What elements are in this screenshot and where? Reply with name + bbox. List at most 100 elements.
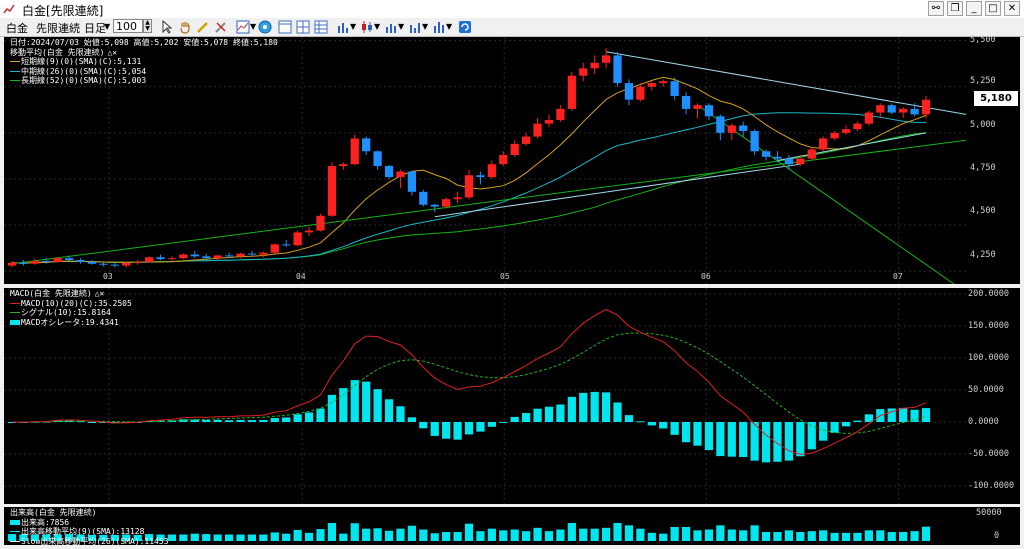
macd-osc-bar bbox=[499, 421, 508, 423]
macd-osc-bar bbox=[784, 422, 794, 461]
macd-axis[interactable]: 200.0000 150.0000 100.0000 50.0000 0.000… bbox=[966, 288, 1020, 504]
indicator-chart-dropdown-icon[interactable]: ▼ bbox=[398, 22, 405, 31]
macd-osc-bar bbox=[407, 417, 416, 422]
volume-bar bbox=[476, 531, 485, 541]
candle-body bbox=[419, 191, 428, 205]
macd-osc-bar bbox=[373, 389, 382, 422]
candle-body bbox=[304, 230, 314, 233]
oscillator-chart-icon[interactable] bbox=[432, 20, 446, 34]
volume-bar bbox=[87, 534, 97, 541]
macd-osc-bar bbox=[693, 422, 702, 446]
legend-collapse-icon[interactable]: △✕ bbox=[107, 47, 118, 57]
close-button[interactable]: ✕ bbox=[1004, 1, 1020, 16]
candle-body bbox=[282, 244, 291, 246]
candle-body bbox=[510, 143, 519, 155]
macd-osc-bar bbox=[533, 408, 542, 422]
macd-osc-bar bbox=[224, 420, 234, 422]
macd-osc-bar bbox=[293, 414, 302, 422]
oscillator-chart-dropdown-icon[interactable]: ▼ bbox=[446, 22, 453, 31]
x-axis-label: 05 bbox=[500, 272, 510, 281]
volume-axis[interactable]: 50000 0 bbox=[966, 507, 1020, 545]
cursor-icon[interactable] bbox=[160, 20, 174, 34]
link-icon[interactable]: ⚯ bbox=[928, 1, 944, 16]
macd-osc-bar bbox=[316, 408, 325, 422]
minimize-button[interactable]: _ bbox=[966, 1, 982, 16]
globe-icon[interactable] bbox=[258, 20, 272, 34]
trendline-down bbox=[697, 104, 955, 284]
candle-body bbox=[373, 151, 382, 167]
volume-bar bbox=[487, 528, 496, 541]
macd-osc-bar bbox=[350, 380, 359, 422]
price-panel[interactable]: 日付:2024/07/03 始値:5,098 高値:5,202 安値:5,078… bbox=[4, 37, 966, 284]
new-chart-icon[interactable] bbox=[278, 20, 292, 34]
signal-line bbox=[11, 332, 927, 434]
hand-icon[interactable] bbox=[178, 20, 192, 34]
refresh-icon[interactable] bbox=[458, 20, 472, 34]
candle-body bbox=[681, 95, 691, 109]
contract-selector[interactable]: 先限連続 bbox=[36, 22, 80, 35]
bar-count-spinner[interactable]: ▲ ▼ bbox=[143, 19, 152, 33]
candle-body bbox=[750, 131, 759, 152]
macd-osc-bar bbox=[819, 422, 828, 441]
volume-bar bbox=[739, 530, 748, 541]
volume-chart-dropdown-icon[interactable]: ▼ bbox=[422, 22, 429, 31]
bar-chart-dropdown-icon[interactable]: ▼ bbox=[350, 22, 357, 31]
volume-bar bbox=[236, 534, 245, 541]
candle-body bbox=[887, 105, 896, 113]
grid-icon[interactable] bbox=[296, 20, 310, 34]
volume-chart-icon[interactable] bbox=[408, 20, 422, 34]
chart-window-icon[interactable] bbox=[236, 20, 250, 34]
candle-body bbox=[87, 261, 97, 264]
candle-chart-dropdown-icon[interactable]: ▼ bbox=[374, 22, 381, 31]
macd-osc-bar bbox=[887, 408, 896, 422]
maximize-button[interactable]: □ bbox=[985, 1, 1001, 16]
legend-collapse-icon[interactable]: △✕ bbox=[94, 289, 105, 298]
macd-osc-bar bbox=[510, 416, 519, 422]
macd-osc-bar bbox=[76, 421, 85, 423]
macd-osc-bar bbox=[910, 409, 919, 422]
volume-bar bbox=[567, 523, 576, 541]
commodity-selector[interactable]: 白金 bbox=[6, 22, 28, 35]
volume-chart-svg bbox=[7, 523, 931, 541]
volume-bar bbox=[453, 532, 462, 541]
macd-osc-bar bbox=[339, 388, 348, 422]
candle-body bbox=[807, 149, 816, 159]
period-selector[interactable]: 日足 bbox=[84, 22, 106, 35]
candle-body bbox=[202, 256, 211, 259]
delete-drawing-icon[interactable] bbox=[214, 20, 228, 34]
macd-panel[interactable]: MACD(白金 先限連続) △✕ MACD(10)(20)(C):35.2505 … bbox=[4, 288, 966, 504]
volume-panel[interactable]: 出来高(白金 先限連続) 出来高:7856 出来高移動平均(9)(SMA):13… bbox=[4, 507, 966, 546]
candle-body bbox=[362, 138, 371, 152]
chart-window-dropdown-icon[interactable]: ▼ bbox=[250, 22, 257, 31]
macd-tick: 150.0000 bbox=[968, 321, 1009, 331]
macd-osc-bar bbox=[384, 399, 394, 422]
macd-legend-title: MACD(白金 先限連続) bbox=[10, 289, 92, 298]
macd-tick: -100.0000 bbox=[968, 481, 1015, 491]
pencil-icon[interactable] bbox=[196, 20, 210, 34]
volume-bar bbox=[636, 528, 645, 541]
volume-bar bbox=[282, 533, 291, 541]
macd-osc-bar bbox=[156, 420, 165, 422]
x-axis-label: 06 bbox=[701, 272, 711, 281]
candle-chart-icon[interactable] bbox=[360, 20, 374, 34]
volume-bar bbox=[887, 532, 896, 541]
candle-body bbox=[430, 204, 439, 207]
volume-bar bbox=[899, 532, 908, 541]
bar-chart-icon[interactable] bbox=[336, 20, 350, 34]
x-axis-label: 03 bbox=[103, 272, 113, 281]
indicator-chart-icon[interactable] bbox=[384, 20, 398, 34]
bar-count-input[interactable]: 100 bbox=[113, 19, 143, 33]
macd-osc-bar bbox=[864, 414, 873, 422]
macd-osc-bar bbox=[590, 391, 599, 422]
candle-body bbox=[647, 83, 656, 87]
restore-icon[interactable]: ❐ bbox=[947, 1, 963, 16]
table-icon[interactable] bbox=[314, 20, 328, 34]
candle-body bbox=[293, 232, 302, 246]
macd-osc-bar bbox=[796, 422, 805, 457]
volume-bar bbox=[350, 523, 359, 541]
macd-line bbox=[11, 308, 927, 455]
macd-osc-bar bbox=[807, 422, 816, 450]
period-dropdown-icon[interactable]: ▼ bbox=[104, 22, 111, 31]
volume-bar bbox=[556, 529, 565, 541]
price-axis[interactable]: 5,500 5,250 5,000 4,750 4,500 4,250 bbox=[966, 35, 1020, 284]
